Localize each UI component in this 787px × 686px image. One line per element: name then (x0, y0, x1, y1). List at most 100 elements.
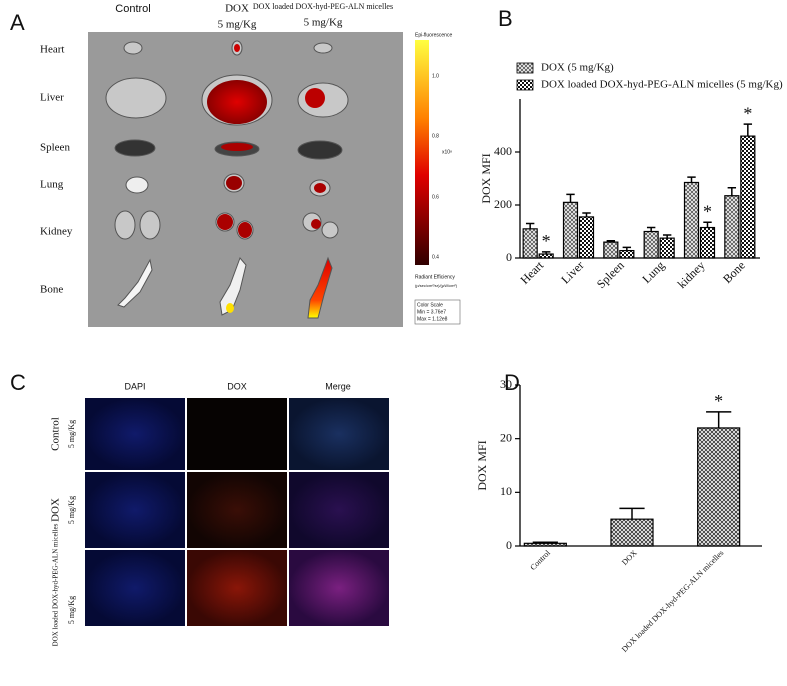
legend-swatch (516, 79, 534, 91)
image (85, 550, 185, 626)
color-scale-box (414, 299, 461, 325)
x-tick-label: Bone (720, 258, 748, 286)
error-bar (622, 246, 632, 251)
column-header: DOX (227, 381, 247, 391)
row-label: Control (50, 417, 62, 451)
row-label: Spleen (40, 142, 70, 154)
legend-label: DOX (5 mg/Kg) (541, 62, 614, 74)
row-label: DOX (50, 498, 62, 522)
row-label: DOX loaded DOX-hyd-PEG-ALN micelles (52, 523, 60, 646)
image (187, 398, 287, 470)
x-tick-label: Control (528, 548, 552, 572)
bar (699, 226, 716, 259)
bar (683, 181, 700, 259)
image (187, 550, 287, 626)
colorbar-tick: 1.0 (432, 73, 439, 79)
image (289, 398, 389, 470)
error-bar (582, 212, 591, 217)
colorbar-unit: (p/sec/cm²/sr)/(µW/cm²) (415, 283, 458, 288)
bar (697, 427, 741, 547)
panel-label: B (498, 6, 513, 31)
error-bar (606, 240, 616, 243)
y-tick-label: 0 (506, 250, 512, 264)
error-bar (703, 221, 712, 228)
x-tick-label: DOX (620, 548, 639, 567)
colorbar (415, 40, 429, 265)
x-tick-label: Heart (517, 258, 546, 287)
error-bar (541, 251, 551, 255)
image (289, 472, 389, 548)
legend-label: DOX loaded DOX-hyd-PEG-ALN micelles (5 m… (541, 79, 783, 91)
y-tick-label: 20 (500, 430, 512, 444)
bar (643, 230, 659, 259)
microscopy-panel (85, 398, 389, 626)
y-tick-label: 0 (506, 538, 512, 552)
error-bar (525, 222, 535, 229)
bar (522, 228, 538, 259)
error-bar (662, 234, 672, 239)
bar (610, 518, 654, 547)
image (85, 398, 185, 470)
row-label: Bone (40, 284, 63, 296)
error-bar (619, 507, 645, 520)
x-tick-label: Lung (639, 258, 667, 286)
panel-label: C (10, 370, 26, 395)
bar (538, 253, 554, 259)
error-bar (566, 193, 575, 203)
x-tick-label: Liver (558, 258, 586, 286)
signal (207, 44, 326, 313)
dose-label: 5 mg/Kg (304, 17, 343, 29)
panel-label: D (504, 370, 520, 395)
x-tick-label: DOX loaded DOX-hyd-PEG-ALN micelles (620, 548, 726, 654)
dose-label: 5 mg/Kg (218, 19, 257, 31)
y-axis-label: DOX MFI (475, 440, 489, 490)
y-tick-label: 10 (500, 484, 512, 498)
image (289, 550, 389, 626)
image (85, 472, 185, 548)
column-header: DOX (225, 3, 249, 15)
bar (603, 241, 619, 259)
row-label: 5 mg/Kg (67, 596, 76, 624)
bar (562, 201, 579, 259)
bar (740, 135, 756, 259)
row-label: Kidney (40, 226, 73, 238)
error-bar (532, 541, 558, 544)
significance-mark: * (703, 201, 712, 221)
y-axis-label: DOX MFI (479, 153, 493, 203)
column-header: DOX loaded DOX-hyd-PEG-ALN micelles (253, 2, 393, 11)
row-label: 5 mg/Kg (67, 420, 76, 448)
color-scale: Color Scale (417, 302, 443, 308)
significance-mark: * (743, 103, 752, 123)
row-label: 5 mg/Kg (67, 496, 76, 524)
error-bar (727, 187, 737, 196)
column-header: Merge (325, 381, 351, 391)
colorbar-unit: Radiant Efficiency (415, 274, 455, 280)
row-label: Liver (40, 92, 64, 104)
bar (659, 237, 675, 259)
bar (724, 195, 740, 259)
significance-mark: * (714, 391, 723, 411)
significance-mark: * (542, 231, 551, 251)
error-bar (706, 411, 732, 428)
color-scale: Max = 1.12e8 (417, 316, 448, 322)
legend-swatch (516, 62, 534, 74)
colorbar-title: Epi-fluorescence (415, 32, 452, 38)
colorbar-tick: 0.8 (432, 133, 439, 139)
row-label: Heart (40, 44, 64, 56)
colorbar-tick: 0.6 (432, 194, 439, 200)
bar (578, 216, 595, 259)
bar (523, 542, 567, 547)
column-header: DAPI (124, 381, 145, 391)
color-scale: Min = 3.76e7 (417, 309, 446, 315)
y-tick-label: 30 (500, 377, 512, 391)
column-header: Control (115, 3, 150, 15)
error-bar (687, 176, 696, 183)
colorbar-tick: 0.4 (432, 254, 439, 260)
error-bar (743, 123, 753, 137)
error-bar (646, 226, 656, 232)
image (187, 472, 287, 548)
row-label: Lung (40, 179, 64, 191)
panel-label: A (10, 10, 25, 35)
imaging-panel (88, 32, 461, 327)
